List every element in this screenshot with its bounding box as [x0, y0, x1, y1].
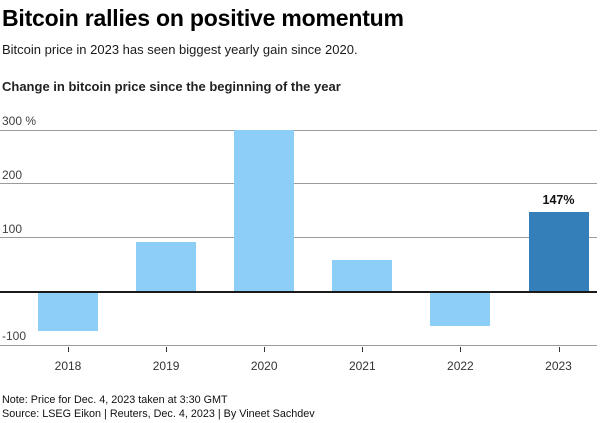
- bar-value-label-2023: 147%: [542, 193, 575, 208]
- bar-2023: [528, 212, 589, 292]
- bar-2020: [234, 130, 295, 292]
- bar-2022: [430, 291, 491, 326]
- page-subtitle: Bitcoin price in 2023 has seen biggest y…: [2, 42, 358, 57]
- y-axis-label--100: -100: [2, 329, 27, 344]
- x-tick-2023: [558, 347, 560, 352]
- gridline-100: [0, 237, 597, 239]
- page-title: Bitcoin rallies on positive momentum: [2, 5, 404, 31]
- x-axis-label-2023: 2023: [545, 359, 572, 373]
- bar-2019: [136, 241, 197, 292]
- x-axis-label-2018: 2018: [54, 359, 82, 373]
- bar-2018: [38, 291, 98, 332]
- gridline-300: [0, 129, 597, 131]
- chart-source: Source: LSEG Eikon | Reuters, Dec. 4, 20…: [2, 408, 315, 420]
- y-axis-label-100: 100: [2, 221, 23, 236]
- x-axis-label-2019: 2019: [152, 359, 180, 373]
- x-tick-2020: [264, 347, 266, 352]
- gridline--100: [0, 344, 597, 346]
- y-axis-label-300: 300 %: [2, 114, 37, 128]
- chart-note: Note: Price for Dec. 4, 2023 taken at 3:…: [2, 394, 228, 406]
- x-tick-2022: [460, 347, 462, 352]
- x-tick-2019: [166, 347, 168, 352]
- x-tick-2018: [68, 347, 69, 352]
- bar-2021: [332, 260, 393, 292]
- x-tick-2021: [362, 347, 364, 352]
- y-axis-label-200: 200: [2, 167, 23, 182]
- gridline-200: [0, 183, 597, 185]
- x-axis-label-2021: 2021: [348, 359, 376, 373]
- chart-heading: Change in bitcoin price since the beginn…: [2, 79, 341, 94]
- x-axis-label-2022: 2022: [447, 359, 474, 373]
- x-axis-label-2020: 2020: [250, 359, 278, 373]
- zero-baseline: [0, 290, 597, 293]
